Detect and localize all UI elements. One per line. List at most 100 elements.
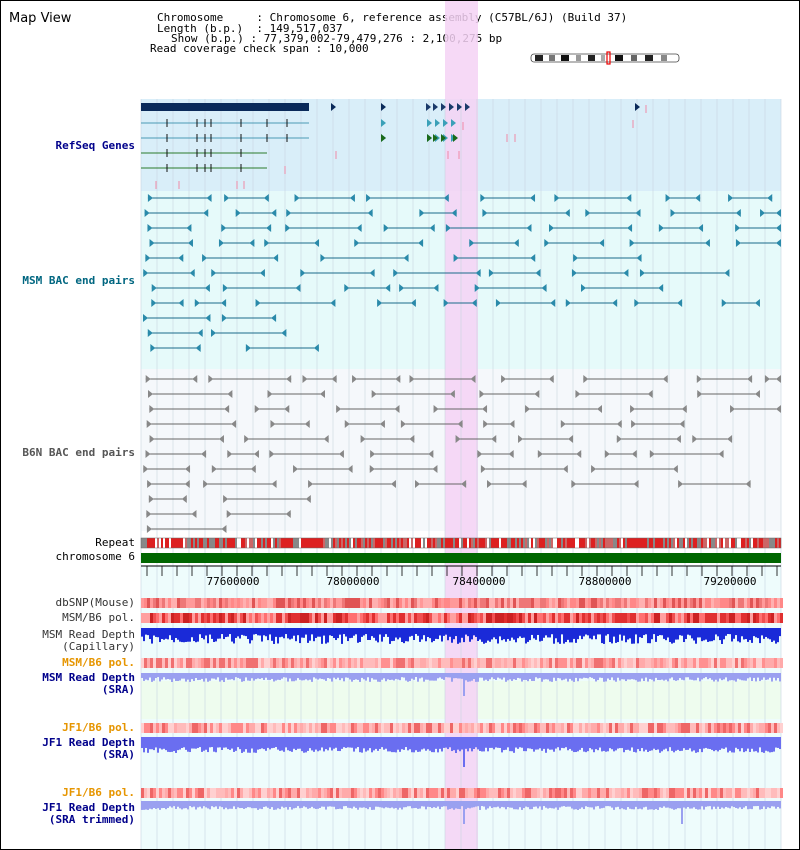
depth-bar: [397, 737, 399, 750]
heat-cell: [564, 788, 567, 798]
depth-bar: [659, 673, 661, 681]
repeat-segment: [741, 538, 743, 548]
bac-end-head: [143, 314, 149, 322]
depth-bar: [593, 801, 595, 810]
heat-cell: [246, 723, 249, 733]
repeat-segment: [421, 538, 423, 548]
depth-bar: [725, 801, 727, 807]
depth-bar: [475, 628, 477, 637]
depth-bar: [467, 801, 469, 808]
depth-bar: [159, 673, 161, 682]
heat-cell: [465, 613, 468, 623]
heat-cell: [765, 598, 768, 608]
depth-bar: [327, 801, 329, 807]
depth-bar: [293, 628, 295, 636]
depth-bar: [501, 737, 503, 753]
depth-bar: [685, 673, 687, 678]
depth-bar: [161, 673, 163, 680]
depth-bar: [683, 801, 685, 808]
depth-bar: [765, 673, 767, 680]
depth-bar: [351, 673, 353, 682]
heat-cell: [411, 598, 414, 608]
depth-bar: [493, 737, 495, 750]
heat-cell: [162, 788, 165, 798]
heat-cell: [618, 613, 621, 623]
heat-cell: [654, 788, 657, 798]
repeat-segment: [427, 538, 429, 548]
depth-bar: [261, 737, 263, 749]
heat-cell: [282, 598, 285, 608]
heat-cell: [471, 658, 474, 668]
depth-bar: [545, 673, 547, 680]
repeat-segment: [251, 538, 253, 548]
repeat-segment: [469, 538, 471, 548]
heat-cell: [192, 613, 195, 623]
repeat-segment: [403, 538, 405, 548]
depth-bar: [717, 737, 719, 752]
depth-bar: [483, 737, 485, 752]
repeat-segment: [259, 538, 261, 548]
repeat-segment: [349, 538, 351, 548]
depth-bar: [691, 737, 693, 752]
bac-end-head: [513, 239, 519, 247]
heat-cell: [690, 788, 693, 798]
heat-cell: [738, 723, 741, 733]
depth-bar: [671, 737, 673, 751]
heat-cell: [186, 613, 189, 623]
bac-end-head: [264, 239, 270, 247]
depth-bar: [313, 737, 315, 752]
depth-bar: [437, 801, 439, 807]
depth-bar: [299, 628, 301, 644]
depth-bar: [195, 628, 197, 643]
heat-cell: [657, 788, 660, 798]
repeat-segment: [759, 538, 761, 548]
heat-cell: [663, 598, 666, 608]
repeat-segment: [621, 538, 623, 548]
depth-bar: [259, 673, 261, 679]
heat-cell: [732, 613, 735, 623]
heat-cell: [165, 658, 168, 668]
heat-cell: [570, 598, 573, 608]
heat-cell: [264, 788, 267, 798]
bac-end-head: [419, 209, 425, 217]
depth-bar: [473, 673, 475, 680]
heat-cell: [681, 658, 684, 668]
depth-bar: [615, 628, 617, 643]
depth-bar: [379, 673, 381, 682]
heat-cell: [477, 658, 480, 668]
heat-cell: [180, 788, 183, 798]
heat-cell: [444, 723, 447, 733]
depth-bar: [253, 737, 255, 753]
msm-depth-sra-line2: (SRA): [101, 683, 135, 696]
depth-bar: [399, 737, 401, 752]
bac-end-head: [295, 284, 301, 292]
depth-bar: [275, 628, 277, 637]
depth-bar: [679, 673, 681, 679]
depth-bar: [179, 628, 181, 642]
depth-bar: [571, 801, 573, 809]
heat-cell: [321, 613, 324, 623]
depth-bar: [395, 801, 397, 808]
heat-cell: [762, 658, 765, 668]
repeat-segment: [433, 538, 435, 548]
heat-cell: [615, 723, 618, 733]
depth-bar: [157, 673, 159, 678]
depth-bar: [323, 673, 325, 680]
bac-end-head: [616, 435, 622, 443]
depth-bar: [463, 628, 465, 643]
depth-bar: [161, 628, 163, 639]
bac-end-head: [150, 344, 156, 352]
depth-bar: [449, 628, 451, 637]
heat-cell: [180, 723, 183, 733]
jf1-depth-1-line2: (SRA): [101, 748, 135, 761]
depth-bar: [251, 801, 253, 809]
depth-bar: [149, 673, 151, 678]
depth-bar: [585, 737, 587, 753]
depth-bar: [439, 737, 441, 749]
heat-cell: [708, 613, 711, 623]
depth-bar: [707, 737, 709, 749]
heat-cell: [384, 613, 387, 623]
depth-bar: [235, 801, 237, 810]
bac-end-head: [541, 284, 547, 292]
